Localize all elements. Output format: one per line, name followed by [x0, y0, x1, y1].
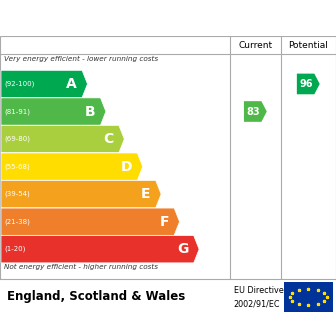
Polygon shape: [1, 180, 161, 208]
Text: England, Scotland & Wales: England, Scotland & Wales: [7, 290, 185, 303]
Polygon shape: [1, 153, 143, 180]
Text: E: E: [141, 187, 151, 201]
Text: (92-100): (92-100): [4, 81, 35, 87]
Text: (21-38): (21-38): [4, 218, 30, 225]
Text: Not energy efficient - higher running costs: Not energy efficient - higher running co…: [4, 264, 158, 270]
Text: G: G: [177, 242, 189, 256]
Text: D: D: [121, 160, 132, 174]
Text: C: C: [103, 132, 114, 146]
Polygon shape: [1, 236, 199, 263]
Polygon shape: [1, 70, 87, 98]
Text: B: B: [85, 105, 95, 118]
Text: Potential: Potential: [288, 41, 328, 50]
Polygon shape: [297, 74, 320, 94]
Text: Energy Efficiency Rating: Energy Efficiency Rating: [57, 11, 279, 26]
Text: (69-80): (69-80): [4, 136, 30, 142]
Text: 2002/91/EC: 2002/91/EC: [234, 300, 280, 309]
Polygon shape: [1, 125, 124, 153]
Text: (55-68): (55-68): [4, 163, 30, 170]
Text: 83: 83: [247, 106, 260, 117]
Text: Very energy efficient - lower running costs: Very energy efficient - lower running co…: [4, 56, 158, 62]
Polygon shape: [1, 208, 179, 235]
Text: A: A: [66, 77, 77, 91]
Text: 96: 96: [300, 79, 313, 89]
Text: EU Directive: EU Directive: [234, 286, 283, 295]
Polygon shape: [1, 98, 106, 125]
Text: (1-20): (1-20): [4, 246, 26, 253]
Text: (81-91): (81-91): [4, 108, 30, 115]
Text: F: F: [160, 215, 169, 229]
Text: Current: Current: [238, 41, 272, 50]
Polygon shape: [244, 101, 267, 122]
Bar: [284, 282, 333, 312]
Text: (39-54): (39-54): [4, 191, 30, 198]
